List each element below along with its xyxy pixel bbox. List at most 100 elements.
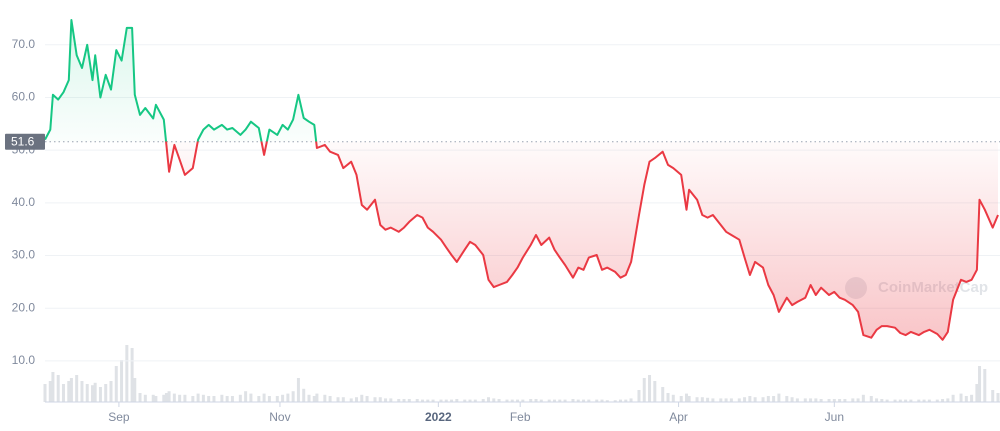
volume-bar	[291, 391, 295, 402]
volume-bar	[856, 398, 860, 402]
volume-bar	[183, 394, 187, 402]
baseline-label-box	[5, 133, 45, 150]
volume-bar	[563, 399, 567, 402]
volume-bar	[207, 396, 211, 402]
y-tick-label: 40.0	[12, 195, 36, 209]
volume-bar	[869, 396, 873, 402]
volume-bar	[777, 393, 781, 402]
volume-bar	[360, 394, 364, 402]
volume-bars	[43, 345, 1000, 402]
volume-bar	[51, 372, 55, 402]
volume-bar	[138, 393, 142, 402]
volume-bar	[336, 397, 340, 402]
volume-bar	[312, 396, 316, 402]
volume-bar	[196, 393, 200, 402]
volume-bar	[803, 398, 807, 402]
volume-bar	[843, 399, 847, 402]
volume-bar	[851, 398, 855, 402]
volume-bar	[80, 381, 84, 402]
volume-bar	[510, 399, 514, 402]
x-tick-label: Nov	[269, 410, 290, 424]
volume-bar	[43, 384, 47, 402]
volume-bar	[785, 396, 789, 402]
volume-bar	[296, 378, 300, 402]
volume-bar	[120, 360, 124, 402]
volume-bar	[613, 400, 617, 402]
volume-bar	[257, 396, 261, 402]
volume-bar	[516, 399, 520, 402]
volume-bar	[893, 399, 897, 402]
x-tick-label: 2022	[425, 410, 452, 424]
volume-bar	[328, 396, 332, 402]
volume-bar	[729, 398, 733, 402]
x-tick-label: Jun	[825, 410, 844, 424]
volume-bar	[230, 396, 234, 402]
volume-bar	[904, 399, 908, 402]
volume-bar	[576, 399, 580, 402]
volume-bar	[875, 398, 879, 402]
x-tick-label: Sep	[108, 410, 130, 424]
volume-bar	[618, 399, 622, 402]
volume-bar	[909, 399, 913, 402]
volume-bar	[212, 396, 216, 402]
volume-bar	[964, 396, 968, 402]
volume-bar	[706, 397, 710, 402]
volume-bar	[687, 396, 691, 402]
volume-bar	[917, 399, 921, 402]
volume-bar	[700, 397, 704, 402]
y-tick-label: 20.0	[12, 300, 36, 314]
volume-bar	[75, 375, 79, 402]
volume-bar	[143, 394, 147, 402]
volume-bar	[492, 398, 496, 402]
volume-bar	[315, 393, 319, 402]
volume-bar	[114, 366, 118, 402]
volume-bar	[373, 397, 377, 402]
volume-bar	[753, 397, 757, 402]
volume-bar	[819, 399, 823, 402]
price-line	[44, 19, 999, 341]
volume-bar	[61, 384, 65, 402]
volume-bar	[661, 387, 665, 402]
volume-bar	[104, 384, 108, 402]
volume-bar	[547, 399, 551, 402]
volume-bar	[378, 397, 382, 402]
volume-bar	[389, 398, 393, 402]
area	[45, 20, 998, 340]
volume-bar	[684, 393, 688, 402]
volume-bar	[384, 398, 388, 402]
volume-bar	[637, 390, 641, 402]
volume-bar	[941, 399, 945, 402]
volume-bar	[426, 399, 430, 402]
volume-bar	[125, 345, 129, 402]
volume-bar	[98, 387, 102, 402]
volume-bar	[935, 399, 939, 402]
volume-bar	[790, 397, 794, 402]
volume-bar	[225, 396, 229, 402]
volume-bar	[56, 375, 60, 402]
volume-bar	[167, 391, 171, 402]
volume-bar	[249, 393, 253, 402]
volume-bar	[595, 399, 599, 402]
volume-bar	[959, 393, 963, 402]
volume-bar	[600, 399, 604, 402]
volume-bar	[421, 399, 425, 402]
volume-bar	[558, 399, 562, 402]
volume-bar	[397, 399, 401, 402]
volume-bar	[402, 399, 406, 402]
volume-bar	[695, 397, 699, 402]
volume-bar	[133, 378, 137, 402]
volume-bar	[885, 399, 889, 402]
volume-bar	[671, 394, 675, 402]
volume-bar	[724, 398, 728, 402]
plot: 51.6	[5, 19, 1000, 341]
volume-bar	[679, 396, 683, 402]
volume-bar	[275, 396, 279, 402]
volume-bar	[642, 378, 646, 402]
volume-bar	[748, 396, 752, 402]
volume-bar	[473, 399, 477, 402]
y-tick-label: 10.0	[12, 353, 36, 367]
x-tick-label: Apr	[669, 410, 688, 424]
volume-bar	[262, 393, 266, 402]
volume-bar	[93, 382, 97, 402]
